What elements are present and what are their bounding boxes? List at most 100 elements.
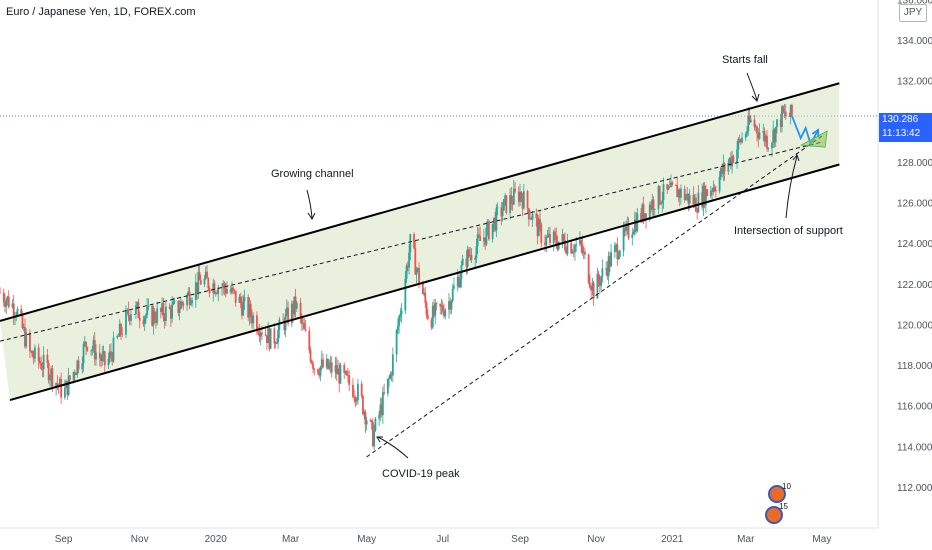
event-badge-icon[interactable] (768, 485, 786, 503)
candle-body (112, 337, 115, 362)
candle-body (72, 371, 75, 381)
candle-body (216, 292, 218, 294)
candle-body (128, 316, 131, 321)
candle-body (414, 248, 417, 275)
arrow-intersection-head (792, 153, 800, 162)
annotation-growing-channel: Growing channel (271, 168, 354, 180)
candle-body (125, 310, 127, 335)
candle-body (458, 276, 460, 288)
candle-body (791, 104, 793, 116)
candle-body (416, 268, 419, 270)
time-tick-label: Mar (737, 534, 755, 545)
candle-body (618, 250, 621, 257)
price-tick-label: 120.000 (897, 320, 932, 331)
candle-body (369, 420, 372, 422)
candle-body (781, 106, 783, 127)
candle-body (660, 203, 662, 205)
candle-body (739, 139, 742, 143)
candle-body (152, 311, 155, 326)
time-tick-label: Nov (587, 534, 605, 545)
candle-body (696, 211, 699, 213)
candle-body (404, 278, 407, 311)
candle-body (264, 334, 267, 336)
candle-body (214, 292, 217, 294)
candle-body (198, 272, 201, 281)
candle-body (434, 303, 437, 316)
candle-body (712, 187, 715, 192)
candle-body (782, 106, 785, 113)
candle-body (492, 217, 495, 224)
time-axis[interactable]: Sep Nov 2020 Mar May Jul Sep Nov 2021 Mar May (55, 534, 832, 545)
candle-body (76, 360, 79, 375)
projection-arrowhead (811, 128, 820, 137)
event-badge-icon[interactable] (765, 506, 783, 524)
candle-body (539, 219, 541, 225)
candle-body (757, 133, 760, 139)
time-tick-label: Nov (131, 534, 149, 545)
candle-body (598, 281, 601, 286)
candle-body (42, 354, 45, 370)
candle-body (63, 387, 66, 398)
candle-body (374, 418, 377, 431)
price-tick-label: 114.000 (897, 442, 932, 453)
candle-body (693, 197, 696, 205)
currency-button[interactable]: JPY (899, 4, 927, 22)
candle-body (354, 397, 357, 402)
candle-body (31, 351, 34, 357)
time-tick-label: 2020 (205, 534, 228, 545)
candle-body (610, 252, 613, 267)
candle-body (658, 186, 661, 204)
price-axis[interactable]: 136.000134.000132.000130.000128.000126.0… (897, 0, 932, 494)
candle-body (736, 149, 738, 163)
candle-body (191, 299, 193, 304)
candle-body (58, 379, 61, 387)
candle-body (380, 404, 383, 416)
candle-body (348, 375, 351, 385)
candle-body (683, 188, 686, 201)
candle-body (330, 362, 333, 373)
candle-body (650, 204, 652, 210)
candle-body (25, 332, 28, 347)
candle-body (570, 242, 573, 254)
candle-body (24, 326, 26, 347)
candle-body (269, 328, 272, 349)
candle-body (702, 185, 705, 208)
candle-body (405, 265, 408, 279)
candle-body (95, 352, 97, 360)
candle-body (719, 167, 722, 177)
candle-body (40, 363, 43, 369)
candle-body (642, 204, 645, 221)
candle-body (34, 347, 36, 359)
candle-body (171, 304, 174, 319)
candle-body (147, 305, 150, 307)
candle-body (173, 300, 176, 302)
arrow-growing-channel (306, 189, 313, 219)
candle-body (608, 256, 611, 267)
candle-body (596, 273, 599, 299)
candle-body (605, 268, 608, 269)
candle-body (328, 365, 331, 369)
intersection-zone (799, 130, 828, 148)
candle-body (107, 358, 110, 366)
candle-body (788, 116, 791, 117)
candle-body (520, 191, 523, 199)
candle-body (479, 235, 482, 241)
candle-body (519, 191, 521, 202)
candle-body (172, 301, 175, 305)
candle-body (302, 323, 304, 325)
candle-body (233, 290, 236, 291)
candle-body (651, 199, 654, 210)
candle-body (177, 300, 180, 313)
candle-body (773, 129, 776, 143)
candle-body (379, 404, 382, 415)
candle-body (749, 119, 752, 123)
candle-body (347, 375, 349, 376)
candle-body (344, 371, 347, 373)
candle-body (453, 285, 455, 289)
projection-path (791, 115, 828, 148)
candle-body (502, 199, 505, 211)
price-tick-label: 132.000 (897, 77, 932, 88)
candle-body (552, 231, 555, 243)
candle-body (386, 378, 389, 394)
